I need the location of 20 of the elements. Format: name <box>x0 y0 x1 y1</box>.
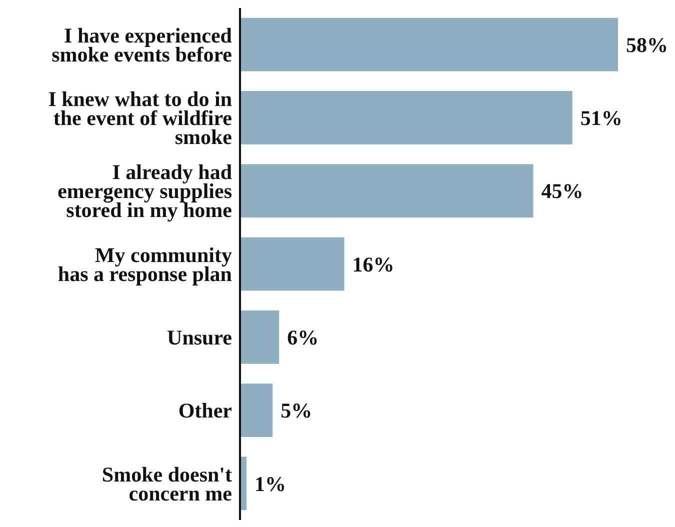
y-tick-label: I have experienced smoke events before <box>52 23 232 66</box>
bar <box>240 384 273 437</box>
data-label: 51% <box>580 106 622 130</box>
y-tick-label: I already had emergency supplies stored in my home <box>58 160 232 222</box>
y-tick-label: I knew what to do in the event of wildfire smoke <box>48 87 232 150</box>
bar <box>240 18 618 72</box>
y-tick-label: Other <box>178 398 232 423</box>
y-tick-label: Smoke doesn't concern me <box>102 462 232 506</box>
bar <box>240 164 534 218</box>
data-label: 16% <box>352 252 394 276</box>
y-tick-label: My community has a response plan <box>58 242 232 286</box>
data-label: 6% <box>287 325 319 350</box>
bar <box>240 310 280 364</box>
bar <box>240 237 344 291</box>
data-label: 1% <box>254 472 286 496</box>
data-label: 58% <box>626 32 668 57</box>
data-label: 5% <box>280 398 312 423</box>
data-label: 45% <box>541 179 584 204</box>
y-tick-label: Unsure <box>167 325 232 350</box>
bar <box>240 91 572 144</box>
